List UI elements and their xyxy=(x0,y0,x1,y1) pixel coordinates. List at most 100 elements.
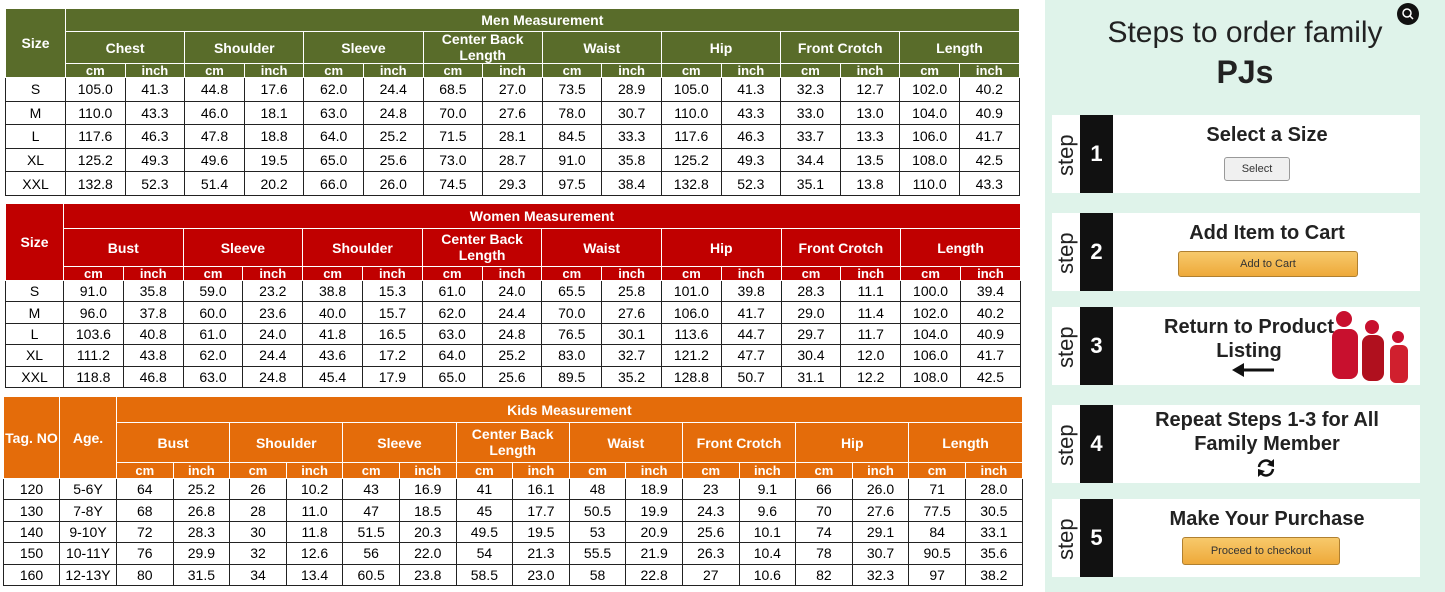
cell: 43.3 xyxy=(958,171,1020,196)
step-label: step xyxy=(1053,326,1078,368)
cell: 72 xyxy=(116,520,174,544)
cell: 25.2 xyxy=(172,477,231,501)
cell: 41.3 xyxy=(720,77,782,102)
step-label: step xyxy=(1053,518,1078,560)
cell: 29.3 xyxy=(482,171,543,196)
cell: 28.3 xyxy=(780,279,842,303)
cell: 27.0 xyxy=(482,77,543,102)
cell: 43.3 xyxy=(124,100,186,126)
cell: 9.6 xyxy=(738,499,797,522)
cell: 102.0 xyxy=(900,301,961,324)
cell: 30.4 xyxy=(780,344,842,367)
cell: 20.9 xyxy=(625,520,683,544)
unit-header: cm xyxy=(455,462,514,479)
cell: 89.5 xyxy=(541,365,603,388)
cell: 32 xyxy=(229,542,287,565)
unit-header: inch xyxy=(242,266,304,281)
arrow xyxy=(1232,357,1276,385)
data-row: M 110.0 43.3 46.0 18.1 63.0 24.8 70.0 27.6 78.0 30… xyxy=(5,100,1020,126)
data-row: L 103.6 40.8 61.0 24.0 41.8 16.5 63.0 24.8 76.5 30… xyxy=(5,322,1021,346)
unit-row: cm inch cm inch cm inch cm inch cm inch cm inch cm in… xyxy=(6,266,1021,281)
column-header: Front Crotch xyxy=(780,228,902,267)
cell: 24.4 xyxy=(242,344,304,367)
cell: 28.3 xyxy=(172,520,231,544)
header-row: Tag. NO Age. Kids Measurement xyxy=(3,396,1023,479)
cell: 74 xyxy=(795,520,853,544)
step-text: Repeat Steps 1-3 for All Family Member xyxy=(1155,409,1379,455)
unit-header: cm xyxy=(303,63,364,78)
cell: 29.7 xyxy=(780,322,842,346)
cell: 24.8 xyxy=(242,365,304,388)
cell: 13.8 xyxy=(839,171,901,196)
cell: 32.3 xyxy=(851,563,910,586)
unit-header: cm xyxy=(421,266,483,281)
cell: 60.0 xyxy=(182,301,244,324)
cell: 17.7 xyxy=(512,499,570,522)
unit-header: inch xyxy=(625,462,683,479)
data-row: XXL 118.8 46.8 63.0 24.8 45.4 17.9 65.0 25.6 89.5… xyxy=(5,365,1021,388)
cell: 30.7 xyxy=(851,542,910,565)
unit-header: cm xyxy=(422,63,484,78)
cell: 46.3 xyxy=(720,124,782,149)
step-button[interactable]: Select xyxy=(1224,157,1290,181)
cell: 12.0 xyxy=(840,344,902,367)
column-header: Shoulder xyxy=(184,31,305,64)
cell: 110.0 xyxy=(660,100,722,126)
cell: 28.9 xyxy=(601,77,662,102)
row-header: Age. xyxy=(59,396,117,479)
step-number: 4 xyxy=(1080,405,1113,483)
column-header: Waist xyxy=(568,422,683,463)
cell: 52.3 xyxy=(124,171,186,196)
cell: 104.0 xyxy=(900,322,961,346)
cell: 43.8 xyxy=(122,344,184,367)
cell: 77.5 xyxy=(908,499,966,522)
unit-header: inch xyxy=(601,63,662,78)
unit-header: cm xyxy=(908,462,966,479)
column-header: Shoulder xyxy=(229,422,344,463)
cell: 12-13Y xyxy=(59,563,117,586)
cell: XL xyxy=(5,147,66,173)
cell: 45.4 xyxy=(302,365,363,388)
table-title: Women Measurement xyxy=(63,203,1021,229)
cell: 106.0 xyxy=(660,301,722,324)
step-text: Select a Size xyxy=(1206,124,1328,146)
cell: 24.0 xyxy=(481,279,543,303)
cell: 46.0 xyxy=(184,100,245,126)
cell: 38.4 xyxy=(601,171,662,196)
column-header: Hip xyxy=(660,31,782,64)
cell: 71.5 xyxy=(422,124,484,149)
cell: 11.0 xyxy=(285,499,344,522)
cell: 30.1 xyxy=(601,322,662,346)
cell: 23.6 xyxy=(242,301,304,324)
cell: 27 xyxy=(681,563,740,586)
step-button[interactable]: Add to Cart xyxy=(1178,251,1358,277)
cell: 31.5 xyxy=(172,563,231,586)
cell: 59.0 xyxy=(182,279,244,303)
unit-header: cm xyxy=(660,63,722,78)
cell: 52.3 xyxy=(720,171,782,196)
cell: 117.6 xyxy=(660,124,722,149)
row-header: Size xyxy=(5,203,64,281)
cell: 46.3 xyxy=(124,124,186,149)
cell: 33.1 xyxy=(964,520,1023,544)
column-header: Waist xyxy=(541,228,662,267)
data-row: 120 5-6Y 64 25.2 26 10.2 43 16.9 41 16.1 48 18.9 23 9… xyxy=(3,477,1023,501)
cell: 11.7 xyxy=(840,322,902,346)
cell: 47.7 xyxy=(720,344,782,367)
cell: 15.7 xyxy=(361,301,423,324)
unit-header: cm xyxy=(541,63,603,78)
cell: 9.1 xyxy=(738,477,797,501)
step-button[interactable]: Proceed to checkout xyxy=(1182,537,1340,565)
cell: 13.4 xyxy=(285,563,344,586)
cell: 19.9 xyxy=(625,499,683,522)
zoom-icon[interactable] xyxy=(1397,3,1419,25)
cell: S xyxy=(5,279,64,303)
cell: 10-11Y xyxy=(59,542,117,565)
cell: 17.9 xyxy=(361,365,423,388)
cell: 108.0 xyxy=(900,365,961,388)
refresh-icon xyxy=(1255,457,1277,484)
cell: 65.0 xyxy=(421,365,483,388)
cell: 12.7 xyxy=(839,77,901,102)
cell: 26 xyxy=(229,477,287,501)
column-row: Bust Shoulder Sleeve Center Back Length Wais… xyxy=(4,422,1023,463)
